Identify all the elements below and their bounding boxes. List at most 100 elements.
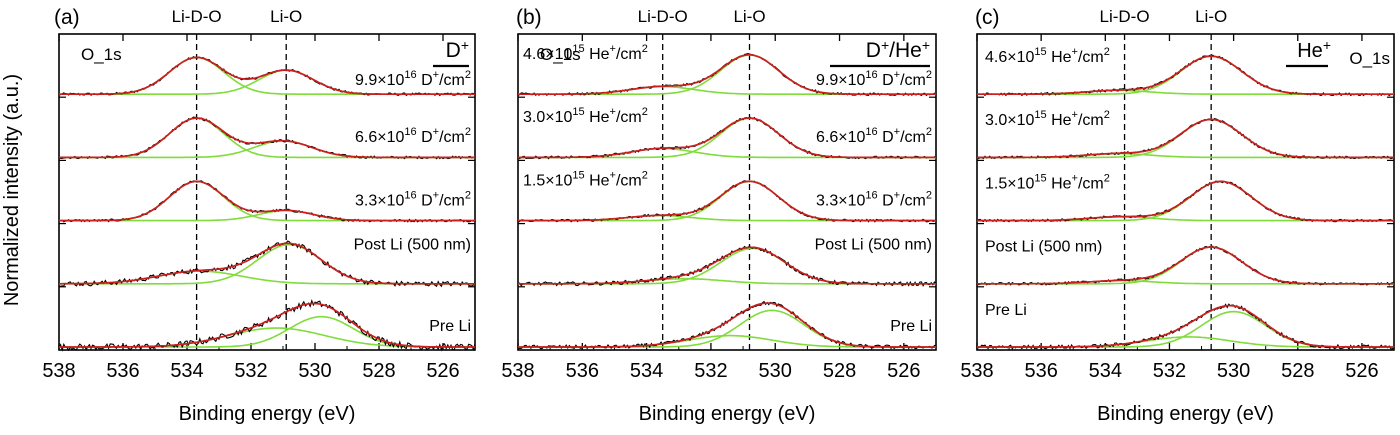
panel-label: (b) <box>516 6 542 29</box>
reference-label: Li-O <box>733 7 765 26</box>
panel-label: (c) <box>975 6 1000 29</box>
x-tick-label: 528 <box>1281 360 1314 382</box>
reference-label: Li-D-O <box>638 7 688 26</box>
x-tick-label: 532 <box>234 360 267 382</box>
fit-envelope <box>518 246 936 285</box>
fit-envelope <box>518 180 936 222</box>
x-tick-label: 538 <box>42 360 75 382</box>
spectrum-label-left: 1.5×1015 He+/cm2 <box>985 172 1110 192</box>
fit-envelope <box>59 117 475 159</box>
spectrum-label: 6.6×1016 D+/cm2 <box>816 126 932 146</box>
x-tick-label: 530 <box>759 360 792 382</box>
spectrum-label-left: 4.6×1015 He+/cm2 <box>523 43 648 63</box>
x-tick-label: 530 <box>1217 360 1250 382</box>
fit-envelope <box>518 117 936 159</box>
core-level-label: O_1s <box>540 45 581 64</box>
x-axis-label: Binding energy (eV) <box>179 403 356 425</box>
x-tick-label: 526 <box>426 360 459 382</box>
fit-envelope <box>59 242 475 285</box>
panel-label: (a) <box>54 6 80 29</box>
component-peak <box>518 247 936 285</box>
raw-spectrum <box>976 303 1395 350</box>
reference-label: Li-O <box>1195 7 1227 26</box>
spectrum-4: Post Li (500 nm) <box>58 237 476 288</box>
fit-envelope <box>977 180 1394 222</box>
x-tick-label: 536 <box>566 360 599 382</box>
spectrum-4: Post Li (500 nm) <box>517 237 937 287</box>
x-tick-label: 534 <box>1089 360 1122 382</box>
component-peak <box>518 147 936 159</box>
spectrum-2: 6.6×1016 D+/cm2 <box>58 116 476 160</box>
spectrum-label-left: 4.6×1015 He+/cm2 <box>985 46 1110 66</box>
core-level-label: O_1s <box>81 45 122 64</box>
x-tick-label: 532 <box>1153 360 1186 382</box>
legend-label: D+/He+ <box>866 37 930 62</box>
spectrum-label: Post Li (500 nm) <box>815 237 932 254</box>
legend-label: He+ <box>1297 37 1331 62</box>
component-peak <box>518 334 936 348</box>
fit-envelope <box>977 118 1394 159</box>
x-tick-label: 534 <box>630 360 663 382</box>
x-tick-label: 528 <box>823 360 856 382</box>
plot-frame <box>517 33 937 351</box>
spectrum-label: Pre Li <box>429 318 471 335</box>
spectrum-label-left: 3.0×1015 He+/cm2 <box>985 109 1110 129</box>
fit-envelope <box>518 302 936 348</box>
reference-label: Li-D-O <box>1100 7 1150 26</box>
spectrum-label: 3.3×1016 D+/cm2 <box>355 189 471 209</box>
spectrum-3: 3.3×1016 D+/cm2 <box>58 180 476 223</box>
x-tick-label: 526 <box>1345 360 1378 382</box>
x-tick-label: 538 <box>501 360 534 382</box>
panel-c: 538 536 534 532 530 528 526 Binding energy (eV)… <box>960 6 1395 425</box>
fit-envelope <box>518 53 936 96</box>
x-tick-label: 528 <box>362 360 395 382</box>
spectrum-5: Pre Li <box>58 299 476 352</box>
spectrum-4: Post Li (500 nm) <box>976 239 1395 286</box>
fit-envelope <box>977 304 1394 348</box>
spectrum-label: 9.9×1016 D+/cm2 <box>816 69 932 89</box>
spectrum-label-left: Post Li (500 nm) <box>985 239 1102 256</box>
spectrum-3: 3.3×1016 D+/cm2 1.5×1015 He+/cm2 <box>517 169 937 223</box>
reference-label: Li-O <box>270 7 302 26</box>
core-level-label: O_1s <box>1349 49 1390 68</box>
fit-envelope <box>977 246 1394 285</box>
raw-spectrum <box>976 54 1395 97</box>
spectrum-label: Post Li (500 nm) <box>354 237 471 254</box>
x-axis-label: Binding energy (eV) <box>639 403 816 425</box>
raw-spectrum <box>517 300 937 350</box>
plot-frame <box>58 33 476 351</box>
spectrum-label-left: 3.0×1015 He+/cm2 <box>523 106 648 126</box>
fit-envelope <box>977 55 1394 96</box>
spectrum-1: 9.9×1016 D+/cm2 <box>58 56 476 97</box>
x-tick-label: 538 <box>960 360 993 382</box>
legend-label: D+ <box>446 37 469 62</box>
spectrum-1: 9.9×1016 D+/cm2 4.6×1015 He+/cm2 <box>517 43 937 97</box>
x-tick-label: 536 <box>106 360 139 382</box>
fit-envelope <box>59 56 475 96</box>
component-peak <box>59 327 475 348</box>
component-peak <box>977 310 1394 348</box>
x-tick-label: 536 <box>1024 360 1057 382</box>
spectrum-label: 9.9×1016 D+/cm2 <box>355 69 471 89</box>
x-tick-label: 532 <box>694 360 727 382</box>
panel-b: 538 536 534 532 530 528 526 Binding energy (eV)… <box>501 6 937 425</box>
x-tick-label: 526 <box>887 360 920 382</box>
spectrum-label-left: 1.5×1015 He+/cm2 <box>523 169 648 189</box>
y-axis-label: Normalized intensity (a.u.) <box>1 74 23 306</box>
x-axis-label: Binding energy (eV) <box>1097 403 1274 425</box>
spectrum-5: Pre Li <box>976 302 1395 350</box>
spectrum-1: 4.6×1015 He+/cm2 <box>976 46 1395 97</box>
raw-spectrum <box>58 299 476 352</box>
x-tick-label: 530 <box>298 360 331 382</box>
spectrum-label: 3.3×1016 D+/cm2 <box>816 189 932 209</box>
reference-label: Li-D-O <box>172 7 222 26</box>
component-peak <box>518 309 936 348</box>
spectrum-label-left: Pre Li <box>985 302 1027 319</box>
spectrum-2: 3.0×1015 He+/cm2 <box>976 109 1395 160</box>
spectrum-label: Pre Li <box>890 318 932 335</box>
component-peak <box>977 118 1394 159</box>
spectrum-2: 6.6×1016 D+/cm2 3.0×1015 He+/cm2 <box>517 106 937 160</box>
panels: 538 536 534 532 530 528 526 Binding energy (eV)… <box>42 6 1395 425</box>
